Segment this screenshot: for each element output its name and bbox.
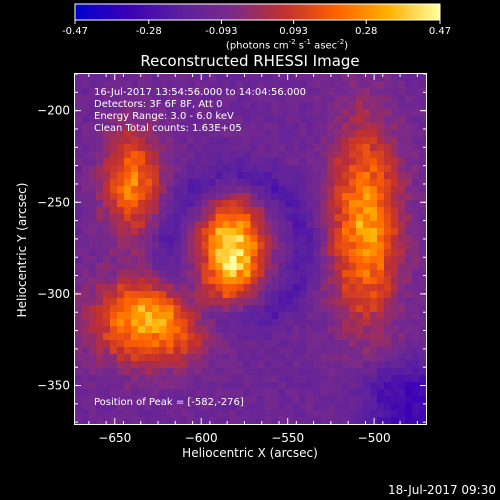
heatmap-image [75,74,426,424]
x-tick-label: −500 [358,431,391,445]
info-time-range: 16-Jul-2017 13:54:56.000 to 14:04:56.000 [94,87,306,98]
x-tick-label: −550 [271,431,304,445]
info-detectors: Detectors: 3F 6F 8F, Att 0 [94,99,223,110]
colorbar-gradient [74,3,441,21]
colorbar-tick-label: -0.28 [135,26,162,37]
colorbar-tick-label: 0.28 [355,26,378,37]
colorbar-tick-label: -0.47 [62,26,88,37]
colorbar-tick-label: 0.47 [428,26,452,37]
peak-position-label: Position of Peak = [-582,-276] [94,397,244,408]
colorbar-tick-label: 0.093 [279,26,308,37]
chart-title: Reconstructed RHESSI Image [140,52,360,70]
y-tick-label: −250 [37,195,70,209]
colorbar-tick-label: -0.093 [205,26,238,37]
x-axis-label: Heliocentric X (arcsec) [182,446,318,460]
x-tick-label: −650 [98,431,131,445]
x-tick-label: −600 [185,431,218,445]
plot-frame [74,73,427,425]
timestamp: 18-Jul-2017 09:30 [387,483,496,497]
y-tick-label: −200 [37,104,70,118]
colorbar [74,3,441,24]
info-total-counts: Clean Total counts: 1.63E+05 [94,123,242,134]
y-tick-label: −300 [37,287,70,301]
y-axis-label: Heliocentric Y (arcsec) [15,182,29,318]
colorbar-units-label: (photons cm-2 s-1 asec-2) [225,38,349,52]
y-tick-label: −350 [37,379,70,393]
info-energy-range: Energy Range: 3.0 - 6.0 keV [94,111,234,122]
